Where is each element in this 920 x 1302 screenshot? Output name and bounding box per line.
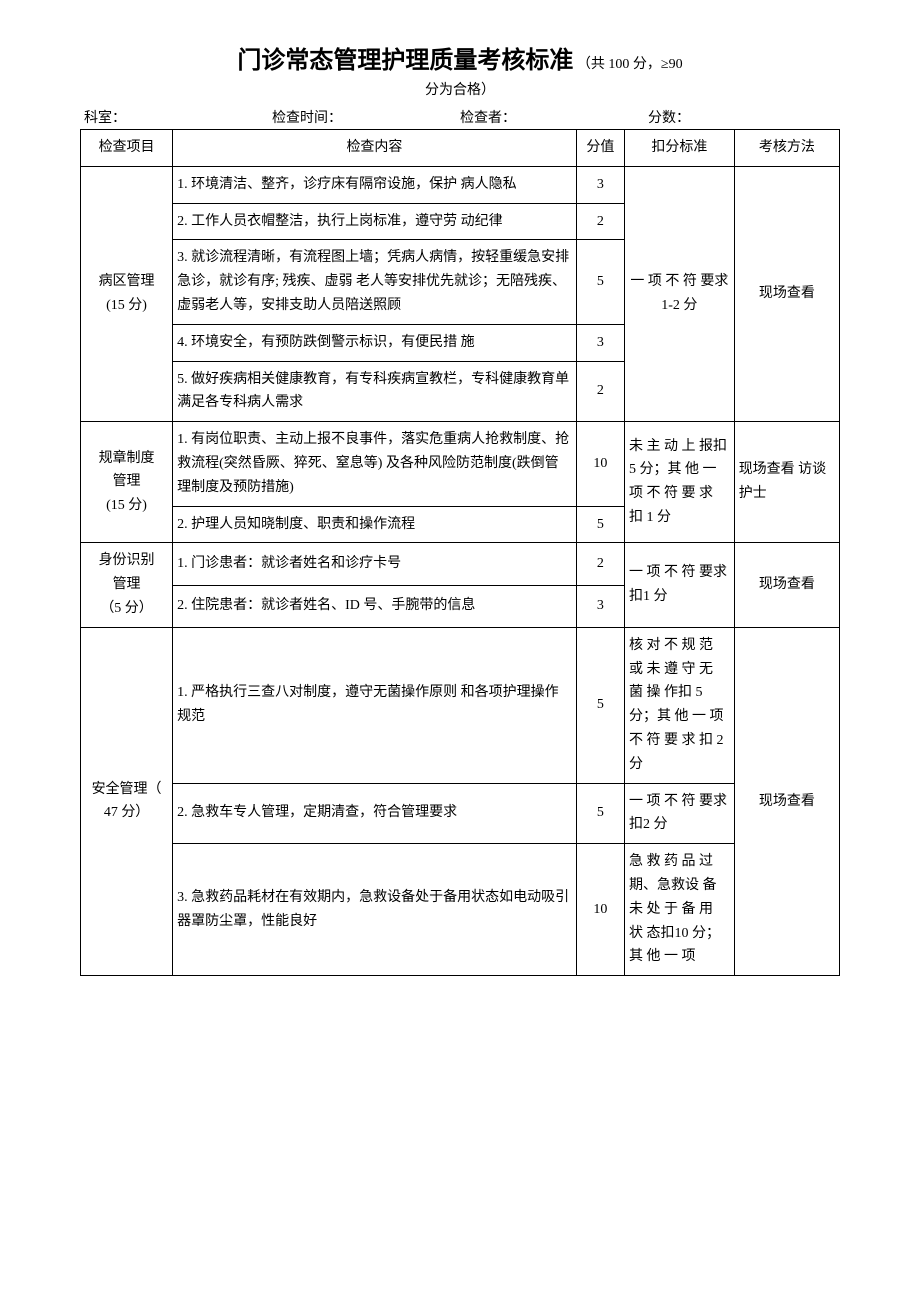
score-cell: 3	[576, 166, 624, 203]
content-cell: 4. 环境安全，有预防跌倒警示标识，有便民措 施	[173, 324, 577, 361]
content-cell: 2. 护理人员知晓制度、职责和操作流程	[173, 506, 577, 543]
score-cell: 2	[576, 203, 624, 240]
table-header-row: 检查项目 检查内容 分值 扣分标准 考核方法	[81, 130, 840, 167]
score-cell: 2	[576, 361, 624, 422]
form-header: 科室： 检查时间： 检查者： 分数：	[80, 107, 840, 127]
table-row: 身份识别 管理 （5 分） 1. 门诊患者：就诊者姓名和诊疗卡号 2 一 项 不…	[81, 543, 840, 585]
col-header-content: 检查内容	[173, 130, 577, 167]
content-cell: 3. 就诊流程清晰，有流程图上墙；凭病人病情，按轻重缓急安排急诊，就诊有序; 残…	[173, 240, 577, 324]
assessment-table: 检查项目 检查内容 分值 扣分标准 考核方法 病区管理 (15 分) 1. 环境…	[80, 129, 840, 976]
content-cell: 2. 住院患者：就诊者姓名、ID 号、手腕带的信息	[173, 585, 577, 627]
section-name: 规章制度 管理 (15 分)	[81, 422, 173, 543]
score-cell: 5	[576, 627, 624, 783]
content-cell: 2. 急救车专人管理，定期清查，符合管理要求	[173, 783, 577, 844]
col-header-score: 分值	[576, 130, 624, 167]
score-cell: 5	[576, 240, 624, 324]
col-header-deduct: 扣分标准	[625, 130, 735, 167]
content-cell: 3. 急救药品耗材在有效期内，急救设备处于备用状态如电动吸引器罩防尘罩，性能良好	[173, 844, 577, 976]
sub-title-1: （共 100 分，≥90	[577, 57, 683, 72]
score-cell: 2	[576, 543, 624, 585]
table-row: 3. 急救药品耗材在有效期内，急救设备处于备用状态如电动吸引器罩防尘罩，性能良好…	[81, 844, 840, 976]
label-check-time: 检查时间：	[272, 107, 460, 127]
content-cell: 5. 做好疾病相关健康教育，有专科疾病宣教栏，专科健康教育单满足各专科病人需求	[173, 361, 577, 422]
method-cell: 现场查看	[734, 627, 839, 975]
deduct-cell: 未 主 动 上 报扣 5 分；其 他 一 项 不 符 要 求 扣 1 分	[625, 422, 735, 543]
content-cell: 1. 严格执行三查八对制度，遵守无菌操作原则 和各项护理操作规范	[173, 627, 577, 783]
section-name: 病区管理 (15 分)	[81, 166, 173, 421]
main-title: 门诊常态管理护理质量考核标准	[237, 48, 573, 74]
score-cell: 5	[576, 506, 624, 543]
score-cell: 10	[576, 844, 624, 976]
table-row: 2. 急救车专人管理，定期清查，符合管理要求 5 一 项 不 符 要求扣2 分	[81, 783, 840, 844]
score-cell: 3	[576, 324, 624, 361]
content-cell: 1. 门诊患者：就诊者姓名和诊疗卡号	[173, 543, 577, 585]
section-name: 身份识别 管理 （5 分）	[81, 543, 173, 627]
sub-title-2: 分为合格）	[80, 79, 840, 99]
label-checker: 检查者：	[460, 107, 648, 127]
section-name: 安全管理（ 47 分）	[81, 627, 173, 975]
deduct-cell: 核 对 不 规 范 或 未 遵 守 无 菌 操 作扣 5 分；其 他 一 项 不…	[625, 627, 735, 783]
deduct-cell: 一 项 不 符 要求扣2 分	[625, 783, 735, 844]
table-row: 规章制度 管理 (15 分) 1. 有岗位职责、主动上报不良事件，落实危重病人抢…	[81, 422, 840, 506]
content-cell: 1. 环境清洁、整齐，诊疗床有隔帘设施，保护 病人隐私	[173, 166, 577, 203]
label-dept: 科室：	[84, 107, 272, 127]
content-cell: 2. 工作人员衣帽整洁，执行上岗标准，遵守劳 动纪律	[173, 203, 577, 240]
col-header-method: 考核方法	[734, 130, 839, 167]
label-score: 分数：	[648, 107, 836, 127]
title-block: 门诊常态管理护理质量考核标准 （共 100 分，≥90 分为合格）	[80, 40, 840, 99]
deduct-cell: 急 救 药 品 过期、急救设 备 未 处 于 备 用 状 态扣10 分；其 他 …	[625, 844, 735, 976]
method-cell: 现场查看	[734, 166, 839, 421]
score-cell: 5	[576, 783, 624, 844]
deduct-cell: 一 项 不 符 要求1-2 分	[625, 166, 735, 421]
method-cell: 现场查看	[734, 543, 839, 627]
method-cell: 现场查看 访谈护士	[734, 422, 839, 543]
table-row: 安全管理（ 47 分） 1. 严格执行三查八对制度，遵守无菌操作原则 和各项护理…	[81, 627, 840, 783]
content-cell: 1. 有岗位职责、主动上报不良事件，落实危重病人抢救制度、抢救流程(突然昏厥、猝…	[173, 422, 577, 506]
col-header-item: 检查项目	[81, 130, 173, 167]
score-cell: 3	[576, 585, 624, 627]
deduct-cell: 一 项 不 符 要求扣1 分	[625, 543, 735, 627]
score-cell: 10	[576, 422, 624, 506]
table-row: 病区管理 (15 分) 1. 环境清洁、整齐，诊疗床有隔帘设施，保护 病人隐私 …	[81, 166, 840, 203]
